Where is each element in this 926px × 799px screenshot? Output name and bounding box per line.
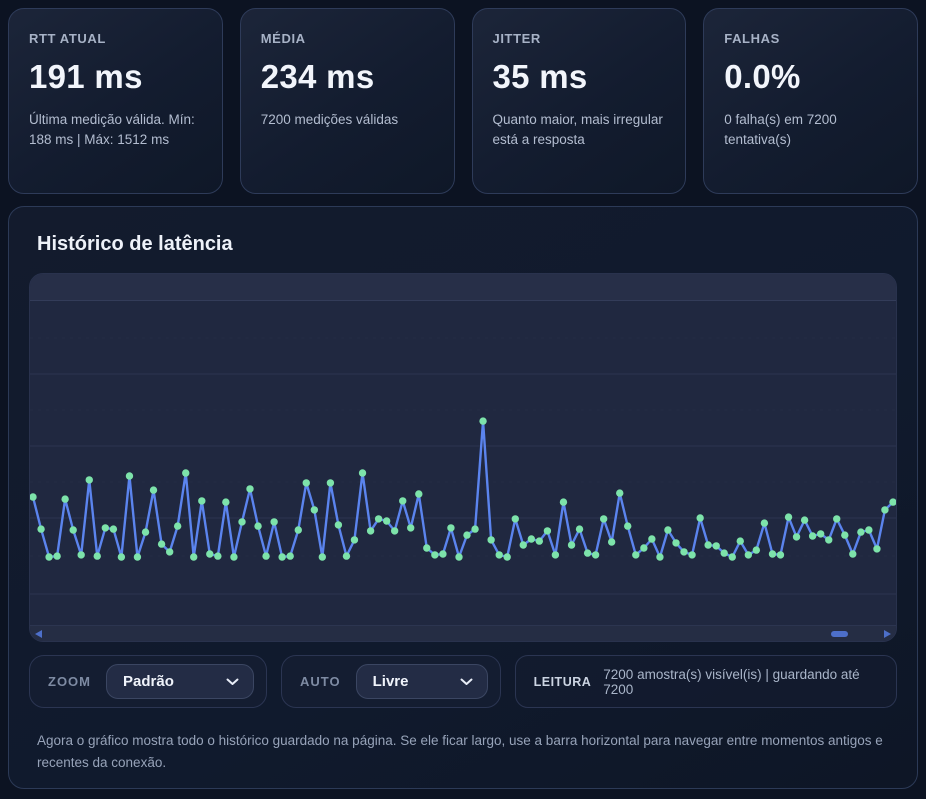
leitura-value: 7200 amostra(s) visível(is) | guardando … — [603, 666, 860, 697]
auto-select[interactable]: Livre — [355, 664, 488, 699]
stat-value: 234 ms — [260, 58, 375, 95]
stat-label: RTT ATUAL — [29, 31, 106, 46]
scroll-right-arrow-icon[interactable] — [884, 630, 891, 638]
stat-card-falhas: FALHAS 0.0% 0 falha(s) em 7200 tentativa… — [703, 8, 918, 194]
leitura-status-badge: LEITURA 7200 amostra(s) visível(is) | gu… — [514, 655, 897, 708]
stat-label: MÉDIA — [260, 31, 306, 46]
stat-card-jitter: JITTER 35 ms Quanto maior, mais irregula… — [471, 8, 687, 194]
stat-desc: 0 falha(s) em 7200 tentativa(s) — [724, 112, 837, 148]
zoom-control: ZOOM Padrão — [29, 655, 267, 708]
latency-history-panel: Histórico de latência ZOOM Padrão — [8, 206, 918, 789]
stat-card-rtt: RTT ATUAL 191 ms Última medição válida. … — [8, 8, 223, 194]
scrollbar-thumb[interactable] — [831, 631, 849, 637]
stat-desc: Última medição válida. Mín: 188 ms | Máx… — [29, 112, 195, 148]
stat-card-media: MÉDIA 234 ms 7200 medições válidas — [239, 8, 455, 194]
stat-desc: 7200 medições válidas — [260, 112, 399, 127]
auto-label: AUTO — [300, 674, 341, 689]
stat-value: 191 ms — [29, 58, 143, 95]
stat-value: 0.0% — [724, 58, 801, 95]
latency-chart[interactable] — [29, 273, 897, 642]
zoom-select-wrap: Padrão — [106, 664, 254, 699]
scroll-left-arrow-icon[interactable] — [35, 630, 42, 638]
stat-label: FALHAS — [724, 31, 780, 46]
chart-controls: ZOOM Padrão AUTO Livre — [29, 655, 897, 708]
chart-footnote: Agora o gráfico mostra todo o histórico … — [37, 733, 883, 770]
chart-scrollbar[interactable] — [30, 625, 896, 641]
stat-desc: Quanto maior, mais irregular está a resp… — [492, 112, 663, 148]
auto-control: AUTO Livre — [281, 655, 501, 708]
dashboard: RTT ATUAL 191 ms Última medição válida. … — [8, 8, 918, 789]
zoom-select[interactable]: Padrão — [106, 664, 254, 699]
zoom-label: ZOOM — [48, 674, 91, 689]
panel-title: Histórico de latência — [37, 233, 233, 255]
stats-row: RTT ATUAL 191 ms Última medição válida. … — [8, 8, 918, 194]
auto-select-wrap: Livre — [355, 664, 488, 699]
chart-header-band — [30, 274, 896, 301]
stat-value: 35 ms — [492, 58, 588, 95]
stat-label: JITTER — [492, 31, 541, 46]
latency-line-chart — [30, 337, 896, 595]
leitura-label: LEITURA — [533, 674, 592, 689]
